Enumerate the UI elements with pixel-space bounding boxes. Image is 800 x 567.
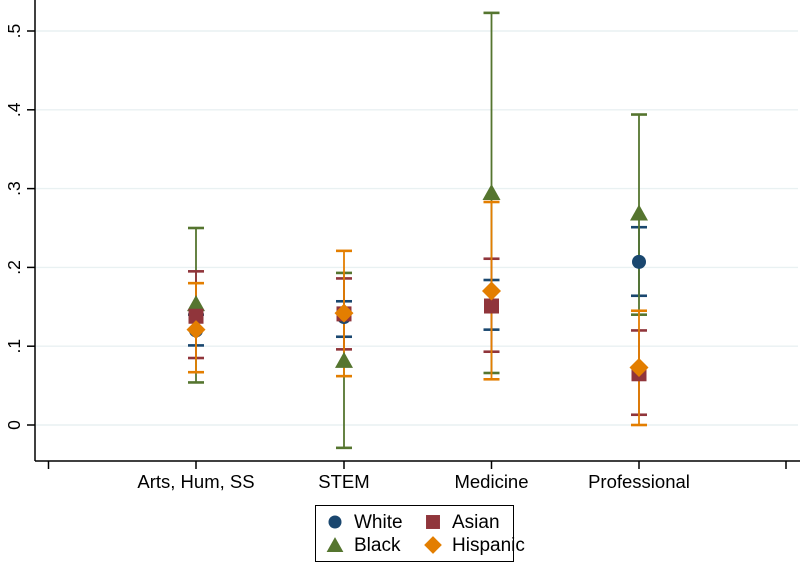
- x-category-label: Arts, Hum, SS: [137, 471, 254, 492]
- hispanic-marker: [186, 320, 206, 340]
- asian-marker: [484, 298, 499, 314]
- y-tick-label: .4: [4, 102, 24, 117]
- white-marker: [632, 254, 646, 269]
- legend-label-black: Black: [354, 534, 401, 556]
- x-category-label: Medicine: [454, 471, 528, 492]
- y-tick-label: .2: [4, 260, 24, 275]
- legend-label-hispanic: Hispanic: [452, 534, 525, 556]
- asian-legend-glyph: [426, 515, 440, 529]
- asian-marker: [188, 308, 204, 324]
- y-tick-label: 0: [4, 420, 24, 430]
- x-category-label: Professional: [588, 471, 690, 492]
- plot-area: 0 .1 .2 .3 .4 .5 Arts, Hum, SS STEM Medicine Prof…: [4, 0, 800, 492]
- black-triangle-icon: [326, 537, 344, 552]
- legend-label-white: White: [354, 511, 403, 533]
- legend-item-black: Black: [324, 535, 422, 555]
- hispanic-marker: [334, 303, 354, 323]
- black-marker: [482, 184, 501, 201]
- hispanic-marker: [482, 281, 501, 301]
- black-marker: [630, 204, 648, 221]
- hispanic-legend-glyph: [424, 536, 442, 554]
- legend-box: White Asian Black Hispanic: [315, 505, 525, 562]
- asian-square-icon: [426, 515, 440, 529]
- white-legend-glyph: [328, 515, 342, 529]
- hispanic-diamond-icon: [424, 536, 442, 554]
- legend-item-asian: Asian: [422, 512, 525, 532]
- y-tick-label: .5: [4, 24, 24, 39]
- legend-item-hispanic: Hispanic: [422, 535, 525, 555]
- hispanic-marker: [629, 357, 649, 377]
- x-category-label: STEM: [318, 471, 369, 492]
- black-marker: [187, 295, 205, 312]
- legend-label-asian: Asian: [452, 511, 500, 533]
- black-marker: [335, 351, 353, 368]
- black-legend-glyph: [326, 537, 344, 552]
- y-tick-label: .1: [4, 339, 24, 354]
- y-tick-label: .3: [4, 181, 24, 196]
- white-circle-icon: [328, 515, 342, 529]
- legend-item-white: White: [324, 512, 422, 532]
